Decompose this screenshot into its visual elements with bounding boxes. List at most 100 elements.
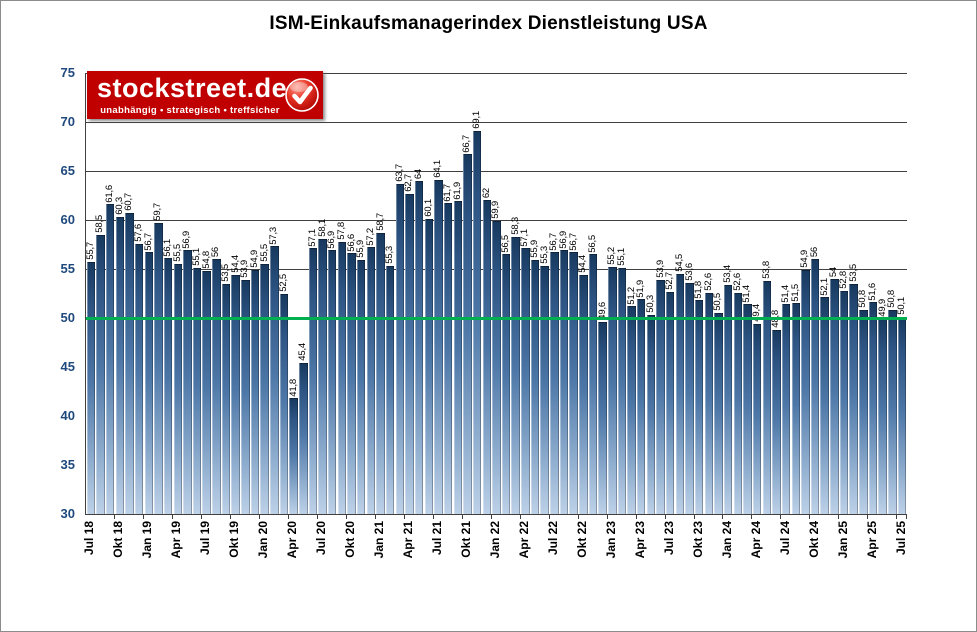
bar-rect <box>279 293 289 514</box>
bar-23: 57,1 <box>307 73 318 514</box>
bar-rect <box>96 234 105 514</box>
x-axis-label-Okt-23: Okt 23 <box>690 521 705 558</box>
x-axis-label-Jan-20: Jan 20 <box>256 521 271 559</box>
bar-53: 49,6 <box>597 73 608 514</box>
logo-name: stockstreet.de <box>97 73 288 103</box>
x-axis-tick <box>867 515 869 519</box>
bar-31: 55,3 <box>384 73 395 514</box>
bar-48: 56,7 <box>548 73 559 514</box>
bar-rect <box>318 238 327 514</box>
bar-64: 52,6 <box>703 73 714 514</box>
bar-value-label: 50,1 <box>895 297 907 316</box>
x-axis-label-Jan-21: Jan 21 <box>372 521 387 559</box>
bar-15: 54,4 <box>230 73 241 514</box>
bar-45: 57,1 <box>519 73 530 514</box>
bar-3: 60,3 <box>114 73 125 514</box>
bar-72: 51,4 <box>780 73 791 514</box>
bar-73: 51,5 <box>790 73 801 514</box>
bar-rect <box>337 241 347 514</box>
bar-rect <box>820 297 829 514</box>
bar-rect <box>743 304 752 514</box>
bar-rect <box>405 193 414 514</box>
bar-82: 49,9 <box>877 73 888 514</box>
x-axis-tick <box>432 515 434 519</box>
bar-rect <box>608 267 617 514</box>
bar-30: 58,7 <box>375 73 386 514</box>
bar-37: 61,7 <box>442 73 453 514</box>
x-axis-label-Jan-25: Jan 25 <box>835 521 850 559</box>
x-axis-label-Apr-21: Apr 21 <box>401 521 416 559</box>
bar-rect <box>482 200 491 514</box>
x-axis-label-Jan-23: Jan 23 <box>603 521 618 559</box>
bar-rect <box>637 299 646 514</box>
bar-rect <box>241 279 250 514</box>
bar-60: 52,7 <box>664 73 675 514</box>
bar-rect <box>289 398 298 514</box>
x-axis-tick <box>577 515 579 519</box>
x-axis-tick <box>896 515 898 519</box>
bar-35: 60,1 <box>423 73 434 514</box>
bar-11: 55,1 <box>191 73 202 514</box>
bar-39: 66,7 <box>461 73 472 514</box>
x-axis-label-Jul-19: Jul 19 <box>198 521 213 556</box>
bar-rect <box>154 222 163 514</box>
x-axis-tick <box>316 515 318 519</box>
chart-title: ISM-Einkaufsmanagerindex Dienstleistung … <box>269 13 708 34</box>
bar-rect <box>105 204 115 514</box>
bar-rect <box>733 292 743 514</box>
bar-74: 54,9 <box>799 73 810 514</box>
x-axis-label-Okt-22: Okt 22 <box>574 521 589 558</box>
bar-rect <box>762 280 771 514</box>
bar-77: 54 <box>828 73 839 514</box>
bar-rect <box>424 219 434 514</box>
bar-61: 54,5 <box>674 73 685 514</box>
x-axis-tick-end <box>906 515 907 519</box>
bar-17: 54,9 <box>249 73 260 514</box>
bar-rect <box>221 283 231 514</box>
bar-rect <box>347 253 356 514</box>
y-axis-label-65: 65 <box>60 163 75 178</box>
bar-54: 55,2 <box>606 73 617 514</box>
bar-21: 41,8 <box>288 73 299 514</box>
bar-22: 45,4 <box>297 73 308 514</box>
x-axis-label-Okt-24: Okt 24 <box>806 521 821 558</box>
bars-container: 55,7 58,5 61,6 60,3 60,7 57,6 56,7 59,7 56,1 55,5… <box>85 73 907 514</box>
bar-rect <box>144 252 153 514</box>
bar-rect <box>472 130 482 514</box>
bar-rect <box>115 217 125 514</box>
gridline-70 <box>86 121 907 123</box>
bar-43: 56,5 <box>500 73 511 514</box>
bar-rect <box>897 317 907 514</box>
bar-rect <box>791 303 800 514</box>
bar-rect <box>830 278 839 514</box>
x-axis-tick <box>287 515 289 519</box>
bar-5: 57,6 <box>133 73 144 514</box>
bar-rect <box>395 183 405 514</box>
bar-rect <box>521 248 530 514</box>
bar-7: 59,7 <box>152 73 163 514</box>
x-axis-label-Apr-24: Apr 24 <box>748 521 763 559</box>
bar-rect <box>598 321 607 514</box>
stockstreet-logo: stockstreet.de unabhängig • strategisch … <box>87 71 323 119</box>
bar-0: 55,7 <box>85 73 96 514</box>
bar-rect <box>366 247 376 514</box>
x-axis-label-Apr-23: Apr 23 <box>632 521 647 559</box>
bar-rect <box>868 302 878 514</box>
x-axis-label-Jul-23: Jul 23 <box>661 521 676 556</box>
y-axis-label-40: 40 <box>60 408 75 423</box>
x-axis-tick <box>171 515 173 519</box>
x-axis-label-Okt-18: Okt 18 <box>111 521 126 558</box>
bar-rect <box>694 300 704 514</box>
x-axis-tick <box>258 515 260 519</box>
bar-75: 56 <box>809 73 820 514</box>
bar-rect <box>212 259 221 514</box>
bar-4: 60,7 <box>123 73 134 514</box>
bar-rect <box>202 270 211 514</box>
y-axis-label-30: 30 <box>60 506 75 521</box>
bar-rect <box>434 179 443 514</box>
x-axis-tick <box>838 515 840 519</box>
bar-rect <box>801 269 810 514</box>
x-axis-tick <box>142 515 144 519</box>
bar-rect <box>665 291 675 514</box>
